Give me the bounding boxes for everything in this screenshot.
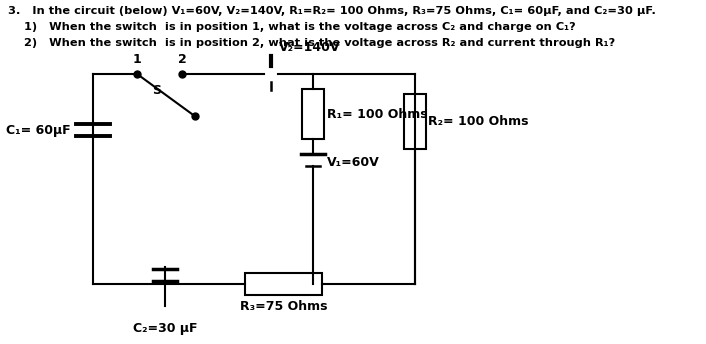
Text: R₁= 100 Ohms: R₁= 100 Ohms xyxy=(327,108,427,120)
Text: R₂= 100 Ohms: R₂= 100 Ohms xyxy=(429,115,529,128)
Text: 2: 2 xyxy=(178,53,186,66)
Text: R₃=75 Ohms: R₃=75 Ohms xyxy=(240,300,328,313)
Text: C₂=30 μF: C₂=30 μF xyxy=(133,322,197,335)
Bar xyxy=(246,273,322,295)
Text: 2)   When the switch  is in position 2, what is the voltage across R₂ and curren: 2) When the switch is in position 2, wha… xyxy=(24,38,615,48)
Text: 1)   When the switch  is in position 1, what is the voltage across C₂ and charge: 1) When the switch is in position 1, wha… xyxy=(24,22,575,32)
Text: S: S xyxy=(152,84,162,97)
Text: 3.   In the circuit (below) V₁=60V, V₂=140V, R₁=R₂= 100 Ohms, R₃=75 Ohms, C₁= 60: 3. In the circuit (below) V₁=60V, V₂=140… xyxy=(8,6,657,16)
Text: 1: 1 xyxy=(133,53,141,66)
Bar xyxy=(302,89,324,139)
Text: C₁= 60μF: C₁= 60μF xyxy=(6,123,71,137)
Text: V₁=60V: V₁=60V xyxy=(327,155,379,169)
Bar xyxy=(404,94,426,149)
Text: V₂=140V: V₂=140V xyxy=(280,41,341,54)
